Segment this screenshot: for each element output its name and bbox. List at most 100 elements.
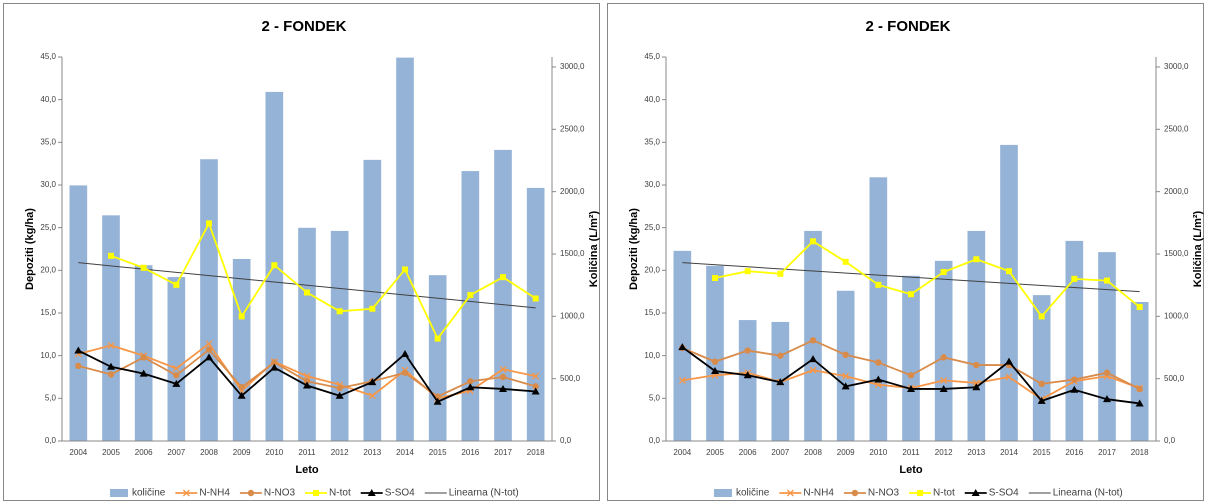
x-tick-label: 2017 xyxy=(494,448,512,457)
marker xyxy=(466,383,475,391)
marker xyxy=(434,335,441,342)
y-tick-label: 15,0 xyxy=(40,308,56,317)
marker xyxy=(1071,376,1078,383)
marker xyxy=(809,355,817,363)
bar xyxy=(232,258,251,441)
bar xyxy=(494,149,512,441)
marker xyxy=(271,262,278,269)
marker xyxy=(1038,380,1045,388)
bar xyxy=(461,171,480,441)
y-tick-label: 5,0 xyxy=(649,393,661,402)
marker xyxy=(74,346,83,354)
marker xyxy=(809,366,817,374)
chart-border xyxy=(607,3,1204,501)
y-axis-title: Depoziti (kg/ha) xyxy=(628,208,640,290)
marker xyxy=(532,295,539,302)
legend-label: N-tot xyxy=(933,488,955,499)
y-tick-label: 45,0 xyxy=(40,52,56,61)
bar xyxy=(69,185,88,441)
y2-tick-label: 500,0 xyxy=(560,374,581,383)
y2-tick-label: 0,0 xyxy=(1164,436,1176,445)
x-tick-label: 2018 xyxy=(1131,448,1149,457)
marker xyxy=(1038,313,1045,320)
y2-axis-title: Količina (L/m²) xyxy=(588,210,600,287)
marker xyxy=(107,362,115,370)
y-tick-label: 10,0 xyxy=(644,351,660,360)
bar xyxy=(200,159,218,441)
y-tick-label: 20,0 xyxy=(644,265,660,274)
marker xyxy=(247,489,255,497)
marker xyxy=(940,269,947,276)
marker xyxy=(500,274,506,281)
marker xyxy=(402,266,408,273)
y2-tick-label: 1500,0 xyxy=(1164,249,1189,258)
x-tick-label: 2005 xyxy=(706,448,724,457)
marker xyxy=(973,256,980,263)
bar xyxy=(102,215,120,441)
y2-tick-label: 0,0 xyxy=(560,436,572,445)
y-axis-title: Depoziti (kg/ha) xyxy=(24,208,36,290)
x-tick-label: 2017 xyxy=(1098,448,1116,457)
x-tick-label: 2016 xyxy=(1065,448,1083,457)
marker xyxy=(1136,304,1143,311)
bar xyxy=(1065,240,1084,441)
marker xyxy=(842,372,850,380)
marker xyxy=(108,252,114,259)
y-tick-label: 0,0 xyxy=(45,436,57,445)
y2-tick-label: 2500,0 xyxy=(560,124,585,133)
y-tick-label: 35,0 xyxy=(40,137,56,146)
marker xyxy=(368,378,377,386)
x-tick-label: 2012 xyxy=(331,448,349,457)
marker xyxy=(1103,395,1111,403)
bar xyxy=(1130,301,1149,441)
x-tick-label: 2014 xyxy=(1000,448,1018,457)
marker xyxy=(711,367,719,375)
legend-swatch xyxy=(110,489,128,497)
legend-label: N-NO3 xyxy=(264,488,296,499)
y-tick-label: 30,0 xyxy=(644,180,660,189)
marker xyxy=(499,373,507,381)
legend-swatch xyxy=(714,489,732,497)
marker xyxy=(940,354,947,361)
marker xyxy=(678,343,687,351)
x-tick-label: 2008 xyxy=(804,448,822,457)
bar xyxy=(1032,295,1051,441)
marker xyxy=(303,381,311,389)
marker xyxy=(841,382,850,390)
y-tick-label: 0,0 xyxy=(649,436,661,445)
marker xyxy=(972,383,981,391)
legend-label: Linearna (N-tot) xyxy=(449,488,519,499)
bar xyxy=(934,260,953,441)
marker xyxy=(313,490,320,496)
marker xyxy=(335,391,344,399)
marker xyxy=(433,397,442,405)
bar xyxy=(330,230,349,441)
bar xyxy=(526,187,545,441)
x-tick-label: 2008 xyxy=(200,448,218,457)
y2-tick-label: 1000,0 xyxy=(560,311,585,320)
marker xyxy=(1006,268,1012,275)
bar xyxy=(836,290,855,441)
legend-label: količine xyxy=(132,488,166,499)
marker xyxy=(744,268,751,275)
marker xyxy=(206,220,212,227)
legend-label: količine xyxy=(736,488,770,499)
trend-line xyxy=(682,262,1140,293)
marker xyxy=(336,308,343,315)
marker xyxy=(205,340,213,348)
x-tick-label: 2006 xyxy=(739,448,757,457)
marker xyxy=(973,361,980,369)
y2-tick-label: 1500,0 xyxy=(560,249,585,258)
marker xyxy=(908,291,914,298)
marker xyxy=(238,384,245,391)
bar xyxy=(396,57,414,441)
legend-label: S-SO4 xyxy=(385,488,415,499)
marker xyxy=(303,378,311,385)
y-tick-label: 25,0 xyxy=(644,223,660,232)
bar xyxy=(298,227,316,441)
marker xyxy=(369,305,376,312)
marker xyxy=(182,489,190,497)
x-tick-label: 2015 xyxy=(429,448,447,457)
bar xyxy=(869,177,888,441)
x-tick-label: 2009 xyxy=(233,448,251,457)
